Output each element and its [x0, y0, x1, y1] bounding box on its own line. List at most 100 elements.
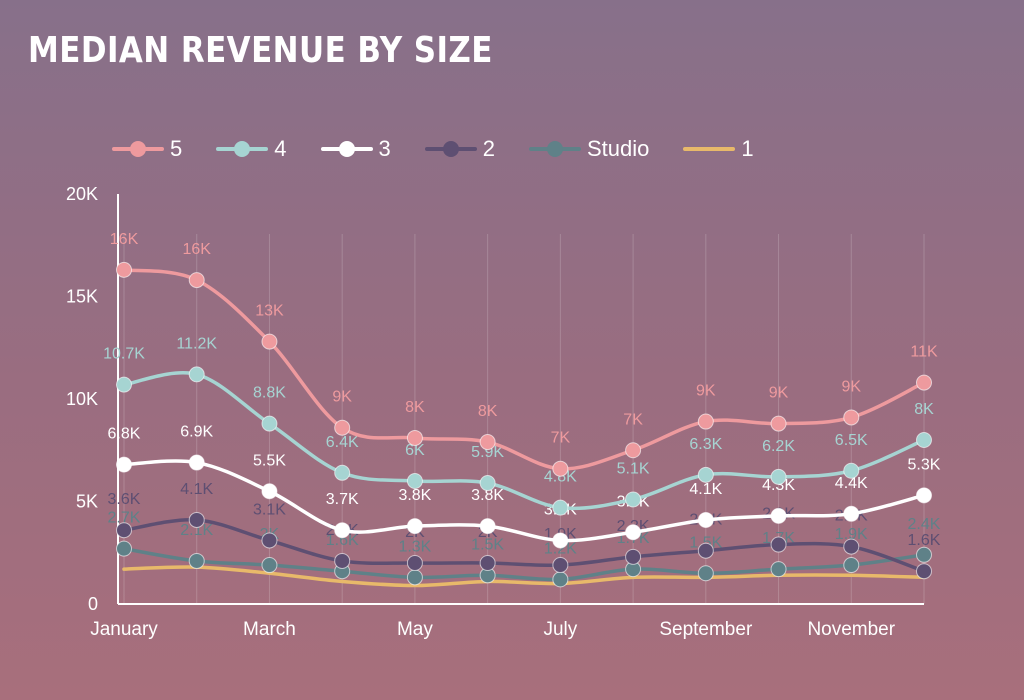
point-5-february — [188, 272, 205, 289]
x-tick-label: January — [90, 619, 158, 640]
chart-legend: 5 4 3 2 Studio 1 — [112, 132, 788, 166]
legend-item-1[interactable]: 1 — [683, 136, 754, 162]
legend-swatch-5 — [112, 141, 164, 157]
data-label-4: 6.3K — [689, 436, 722, 453]
data-label-5: 11K — [910, 344, 938, 361]
legend-item-studio[interactable]: Studio — [529, 136, 649, 162]
point-4-june — [479, 475, 496, 492]
legend-label: 2 — [482, 136, 495, 161]
point-2-february — [188, 511, 205, 528]
x-tick-label: November — [807, 619, 895, 640]
point-2-september — [697, 542, 714, 559]
point-5-july — [552, 460, 569, 477]
point-5-october — [770, 415, 787, 432]
y-tick-label: 10K — [66, 389, 98, 409]
data-label-5: 9K — [841, 378, 861, 395]
legend-item-5[interactable]: 5 — [112, 136, 182, 162]
point-3-november — [843, 505, 860, 522]
legend-item-2[interactable]: 2 — [424, 136, 495, 162]
point-3-july — [552, 532, 569, 549]
point-5-august — [625, 442, 642, 459]
point-3-december — [916, 487, 932, 504]
data-label-5: 8K — [405, 399, 425, 416]
data-label-5: 9K — [332, 389, 352, 406]
y-tick-label: 0 — [88, 594, 98, 614]
point-2-august — [625, 548, 642, 565]
y-tick-label: 5K — [76, 492, 98, 512]
data-label-4: 5.1K — [617, 460, 650, 477]
data-label-5: 9K — [696, 383, 716, 400]
data-label-5: 8K — [478, 403, 498, 420]
point-5-november — [843, 409, 860, 426]
legend-swatch-3 — [320, 141, 373, 157]
legend-label: 1 — [741, 136, 754, 161]
data-label-4: 6.5K — [835, 432, 868, 449]
data-label-3: 3.8K — [398, 487, 431, 504]
legend-label: 4 — [274, 136, 287, 161]
legend-item-4[interactable]: 4 — [216, 136, 287, 162]
data-label-3: 4.4K — [835, 475, 868, 492]
point-3-january — [116, 456, 132, 473]
data-label-3: 4.3K — [762, 477, 795, 494]
data-label-3: 6.8K — [108, 426, 141, 443]
point-3-august — [625, 524, 642, 541]
data-label-3: 3.7K — [326, 491, 359, 508]
point-2-may — [406, 555, 423, 571]
data-label-studio: 2.1K — [180, 522, 213, 539]
point-3-october — [770, 507, 787, 524]
data-label-3: 4.1K — [689, 481, 722, 498]
point-2-january — [116, 522, 132, 539]
series-line-5 — [122, 268, 926, 471]
data-label-5: 16K — [182, 241, 211, 258]
data-label-3: 3.8K — [471, 487, 504, 504]
legend-item-3[interactable]: 3 — [320, 136, 391, 162]
data-label-5: 13K — [255, 303, 284, 320]
legend-label: Studio — [587, 136, 650, 161]
point-studio-november — [843, 557, 860, 574]
data-label-4: 6.4K — [326, 434, 359, 451]
x-tick-label: September — [659, 619, 753, 640]
data-label-4: 10.7K — [103, 346, 145, 363]
point-3-september — [697, 511, 714, 528]
legend-label: 5 — [170, 136, 183, 161]
point-4-december — [916, 432, 932, 448]
point-5-december — [916, 374, 932, 391]
point-4-march — [261, 415, 278, 432]
point-studio-january — [116, 540, 132, 557]
data-label-studio: 1.5K — [471, 536, 504, 553]
point-2-november — [843, 538, 860, 555]
point-studio-february — [188, 552, 205, 569]
point-2-april — [334, 552, 351, 569]
data-label-5: 7K — [551, 430, 571, 447]
point-studio-july — [552, 571, 569, 588]
point-5-may — [406, 429, 423, 446]
data-label-3: 5.3K — [908, 456, 941, 473]
data-label-5: 9K — [769, 385, 789, 402]
x-tick-label: July — [543, 619, 577, 640]
data-label-studio: 1.3K — [398, 538, 431, 555]
point-5-march — [261, 333, 278, 350]
data-label-4: 6.2K — [762, 438, 795, 455]
point-2-march — [261, 532, 278, 549]
data-label-studio: 1.9K — [835, 526, 868, 543]
point-5-june — [479, 434, 496, 451]
legend-swatch-1 — [683, 147, 736, 151]
legend-label: 3 — [378, 136, 391, 161]
point-3-april — [334, 522, 351, 539]
point-5-april — [334, 419, 351, 436]
point-4-july — [552, 499, 569, 516]
point-4-august — [625, 491, 642, 508]
data-label-studio: 2.7K — [108, 510, 141, 527]
point-2-june — [479, 555, 496, 571]
point-4-may — [406, 473, 423, 489]
point-4-october — [770, 468, 787, 485]
x-tick-label: May — [397, 619, 433, 640]
series-line-3 — [122, 459, 926, 543]
legend-swatch-studio — [529, 141, 581, 157]
data-label-studio: 1.6K — [326, 532, 359, 549]
data-label-4: 8K — [914, 401, 934, 418]
data-label-4: 4.8K — [544, 469, 577, 486]
point-studio-september — [697, 565, 714, 582]
point-studio-december — [916, 546, 932, 563]
point-studio-october — [770, 561, 787, 578]
